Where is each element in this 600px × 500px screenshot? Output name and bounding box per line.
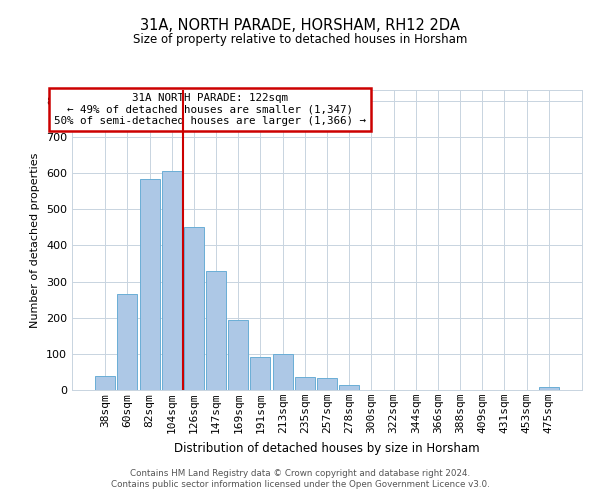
Text: Contains HM Land Registry data © Crown copyright and database right 2024.: Contains HM Land Registry data © Crown c… (130, 468, 470, 477)
Bar (184, 228, 204, 390)
Text: 31A NORTH PARADE: 122sqm
← 49% of detached houses are smaller (1,347)
50% of sem: 31A NORTH PARADE: 122sqm ← 49% of detach… (54, 93, 366, 126)
Bar (118, 294, 137, 390)
Bar (250, 358, 271, 390)
Y-axis label: Number of detached properties: Number of detached properties (31, 152, 40, 328)
Bar (140, 178, 160, 390)
Bar (317, 378, 337, 390)
Text: Size of property relative to detached houses in Horsham: Size of property relative to detached ho… (133, 32, 467, 46)
Text: Contains public sector information licensed under the Open Government Licence v3: Contains public sector information licen… (110, 480, 490, 489)
Bar (162, 172, 182, 390)
Bar (228, 320, 248, 390)
Bar (295, 376, 315, 390)
Text: 31A, NORTH PARADE, HORSHAM, RH12 2DA: 31A, NORTH PARADE, HORSHAM, RH12 2DA (140, 18, 460, 32)
Bar (539, 388, 559, 390)
Bar (339, 386, 359, 390)
X-axis label: Distribution of detached houses by size in Horsham: Distribution of detached houses by size … (174, 442, 480, 454)
Bar (95, 376, 115, 390)
Bar (206, 270, 226, 390)
Bar (272, 354, 293, 390)
